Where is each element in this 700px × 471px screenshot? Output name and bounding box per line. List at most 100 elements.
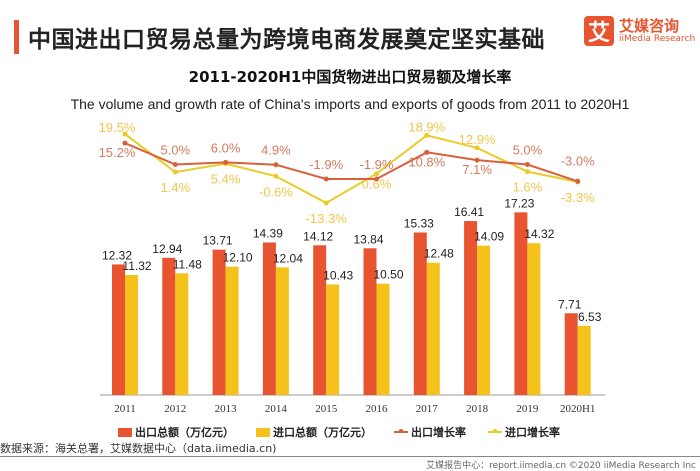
logo-mark: 艾 xyxy=(584,16,614,46)
export-value-label: 15.33 xyxy=(404,217,434,231)
x-tick-label: 2018 xyxy=(466,403,489,415)
export-value-label: 13.84 xyxy=(353,232,383,246)
import-growth-label: -13.3% xyxy=(306,211,348,226)
import-value-label: 11.48 xyxy=(173,257,202,271)
export-value-label: 16.41 xyxy=(454,205,484,219)
export-value-label: 12.94 xyxy=(152,242,182,256)
export-growth-point xyxy=(524,162,530,167)
export-growth-label: 5.0% xyxy=(513,143,543,158)
x-tick-label: 2011 xyxy=(114,403,136,415)
export-growth-label: 15.2% xyxy=(99,145,136,160)
export-value-label: 14.39 xyxy=(253,226,283,240)
logo: 艾 艾媒咨询 iiMedia Research xyxy=(584,16,695,46)
import-growth-label: 0.6% xyxy=(362,177,392,192)
import-growth-label: 1.4% xyxy=(160,180,190,195)
legend: 出口总额（万亿元） 进口总额（万亿元） 出口增长率 进口增长率 xyxy=(118,424,560,440)
export-value-label: 12.32 xyxy=(102,248,132,262)
import-bar xyxy=(376,283,390,395)
import-bar xyxy=(426,262,440,395)
import-bar xyxy=(225,266,239,395)
import-value-label: 10.43 xyxy=(323,268,353,282)
import-growth-label: 19.5% xyxy=(99,120,136,135)
export-growth-label: 4.9% xyxy=(261,143,291,158)
import-growth-label: -0.6% xyxy=(259,184,293,199)
chart-subtitle: The volume and growth rate of China's im… xyxy=(70,96,630,112)
import-growth-label: 5.4% xyxy=(211,172,241,187)
export-bar xyxy=(212,249,226,395)
import-bar xyxy=(577,325,591,395)
x-tick-label: 2017 xyxy=(416,403,439,415)
export-value-label: 7.71 xyxy=(558,297,582,311)
export-growth-point xyxy=(172,162,178,167)
import-value-label: 14.32 xyxy=(524,227,554,241)
import-growth-point xyxy=(172,169,178,175)
x-tick-label: 2019 xyxy=(516,403,539,415)
export-bar xyxy=(262,242,276,395)
import-growth-point xyxy=(122,131,128,137)
import-growth-point xyxy=(524,169,530,175)
export-growth-line xyxy=(124,142,579,183)
export-bar xyxy=(162,257,176,395)
import-value-label: 12.10 xyxy=(223,251,253,265)
import-growth-label: 12.9% xyxy=(459,132,496,147)
x-tick-label: 2016 xyxy=(366,403,389,415)
export-bar xyxy=(363,248,377,395)
import-bar xyxy=(175,273,189,395)
title-accent-bar xyxy=(14,20,19,54)
export-growth-label: -3.0% xyxy=(561,153,595,168)
legend-export-growth: 出口增长率 xyxy=(394,424,466,440)
import-growth-label: -3.3% xyxy=(561,190,595,205)
import-value-label: 12.48 xyxy=(424,247,454,261)
x-tick-label: 2020H1 xyxy=(560,403,595,415)
import-bar xyxy=(326,284,340,395)
export-growth-label: -1.9% xyxy=(309,157,343,172)
data-source: 数据来源：海关总署，艾媒数据中心（data.iimedia.cn) xyxy=(0,442,277,455)
chart-title: 2011-2020H1中国货物进出口贸易额及增长率 xyxy=(188,68,512,86)
logo-en: iiMedia Research xyxy=(619,34,696,44)
import-bar xyxy=(527,243,541,395)
x-tick-label: 2012 xyxy=(164,403,186,415)
export-bar xyxy=(514,212,528,395)
import-growth-point xyxy=(273,173,279,179)
export-growth-label: -1.9% xyxy=(360,157,394,172)
export-growth-label: 7.1% xyxy=(462,162,492,177)
legend-import-total: 进口总额（万亿元） xyxy=(256,424,372,440)
import-growth-label: 18.9% xyxy=(408,119,445,134)
import-growth-label: 1.6% xyxy=(513,180,543,195)
x-tick-label: 2014 xyxy=(265,403,288,415)
import-growth-point xyxy=(374,171,379,177)
export-growth-point xyxy=(374,176,379,182)
export-bar xyxy=(313,245,327,395)
export-bar xyxy=(464,221,478,395)
export-value-label: 14.12 xyxy=(303,229,333,243)
import-growth-point xyxy=(474,145,480,151)
import-value-label: 12.04 xyxy=(273,251,303,265)
export-bar xyxy=(564,313,578,395)
logo-cn: 艾媒咨询 xyxy=(619,17,680,35)
page-title: 中国进出口贸易总量为跨境电商发展奠定坚实基础 xyxy=(28,27,545,53)
export-growth-point xyxy=(273,162,279,168)
import-growth-line xyxy=(124,133,578,205)
export-growth-point xyxy=(223,159,229,165)
footer: 艾媒报告中心：report.iimedia.cn ©2020 iiMedia R… xyxy=(426,461,696,471)
export-growth-point xyxy=(122,140,128,146)
export-growth-label: 5.0% xyxy=(160,143,190,158)
import-value-label: 6.53 xyxy=(578,310,602,324)
import-growth-point xyxy=(424,132,430,138)
legend-import-growth: 进口增长率 xyxy=(488,424,560,440)
export-growth-point xyxy=(323,176,329,182)
import-bar xyxy=(125,275,138,395)
x-tick-label: 2013 xyxy=(215,403,238,415)
import-bar xyxy=(275,267,289,395)
export-growth-point xyxy=(575,178,581,184)
divider xyxy=(0,456,700,457)
export-growth-label: 10.8% xyxy=(408,154,445,169)
export-value-label: 13.71 xyxy=(203,234,233,248)
import-value-label: 11.32 xyxy=(122,259,151,273)
import-value-label: 14.09 xyxy=(474,230,504,244)
export-bar xyxy=(413,232,427,395)
import-value-label: 10.50 xyxy=(373,268,403,282)
export-growth-point xyxy=(474,157,480,163)
export-growth-label: 6.0% xyxy=(211,140,241,155)
